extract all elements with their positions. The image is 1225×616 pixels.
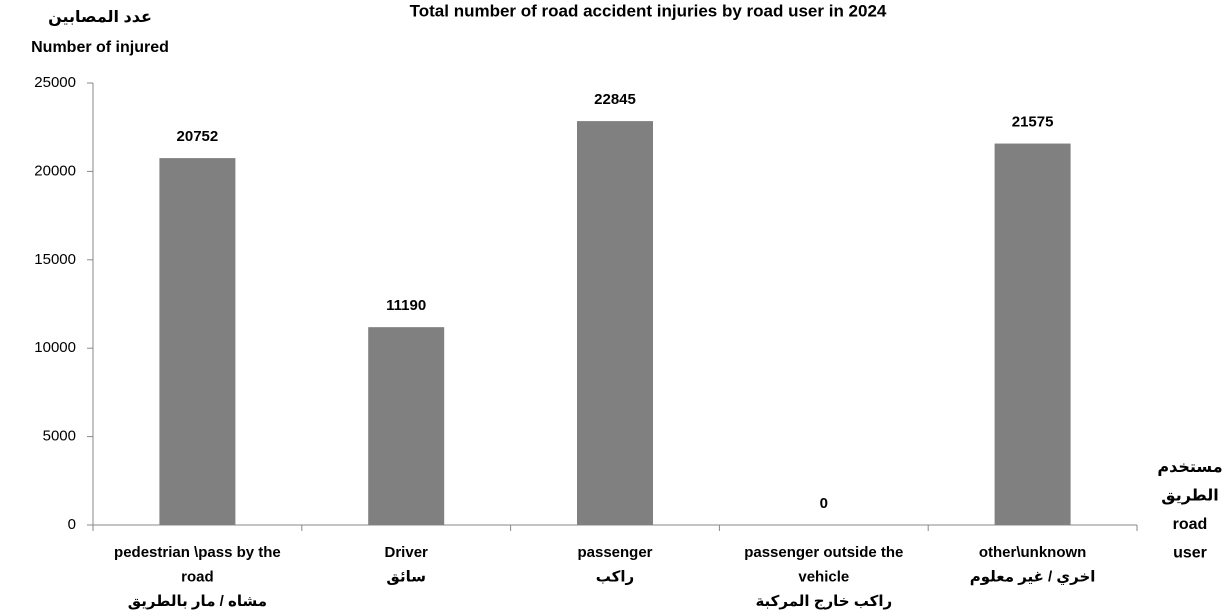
y-axis-label: Number of injured [31,39,169,56]
x-axis-label: user [1173,545,1207,562]
y-tick-label: 5000 [43,428,76,445]
y-tick-label: 15000 [34,251,76,268]
y-tick-label: 0 [68,516,76,533]
value-label: 11190 [386,297,426,314]
y-tick-label: 25000 [34,74,76,91]
value-label: 0 [820,495,828,512]
bar [368,327,445,525]
y-tick-label: 10000 [34,339,76,356]
x-tick-label: اخري / غير معلوم [970,568,1096,586]
y-axis-label: عدد المصابين [48,9,152,26]
x-tick-label: vehicle [798,568,849,585]
x-tick-label: راكب خارج المركبة [755,593,892,610]
x-axis-label: مستخدم [1157,459,1222,476]
bar [577,121,653,525]
x-tick-label: pedestrian \pass by the [114,544,281,561]
x-tick-label: Driver [385,544,429,561]
x-tick-label: other\unknown [979,544,1087,561]
value-label: 20752 [177,128,219,145]
value-label: 22845 [594,91,636,108]
x-tick-label: road [181,568,214,585]
bar [159,158,236,525]
value-label: 21575 [1012,114,1054,131]
x-tick-label: مشاه / مار بالطريق [128,593,267,610]
x-axis-label: road [1173,516,1208,533]
y-tick-label: 20000 [34,162,76,179]
bar [994,143,1071,525]
x-tick-label: راكب [596,568,634,585]
x-axis-label: الطريق [1161,488,1218,505]
x-tick-label: سائق [386,568,426,585]
x-tick-label: passenger [577,544,652,561]
x-tick-label: passenger outside the [744,544,903,561]
chart-title: Total number of road accident injuries b… [410,1,887,20]
